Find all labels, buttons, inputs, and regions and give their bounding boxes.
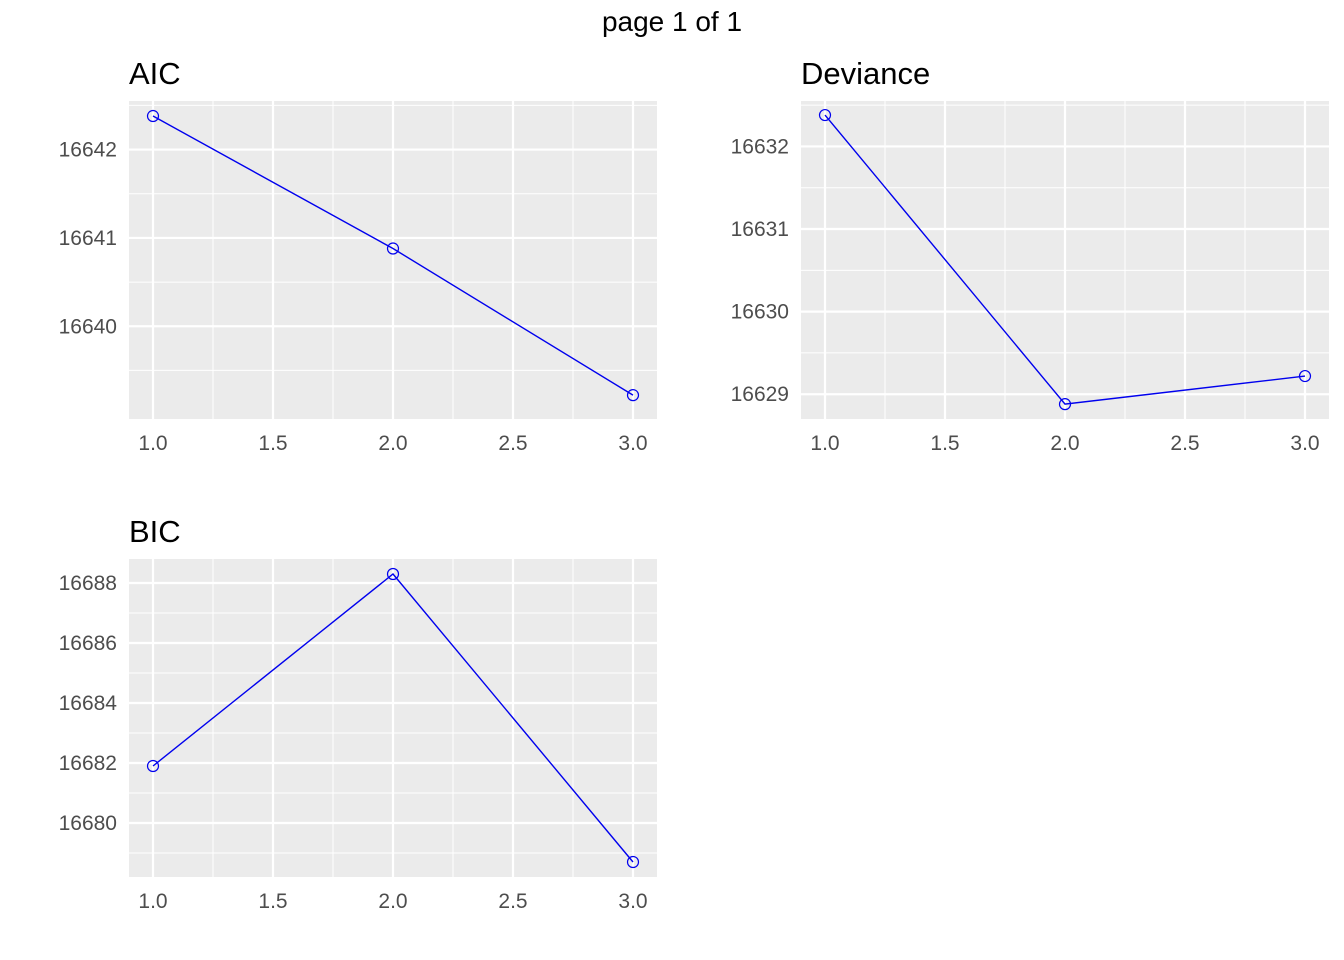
deviance-x-tick-label: 1.0	[810, 432, 839, 455]
deviance-series-line	[824, 114, 1306, 405]
bic-x-tick-label: 1.5	[258, 890, 287, 913]
deviance-x-tick-label: 3.0	[1290, 432, 1319, 455]
deviance-y-tick-label: 16630	[731, 301, 789, 324]
deviance-data-point	[818, 108, 832, 122]
aic-title: AIC	[129, 56, 181, 91]
bic-x-tick-label: 2.5	[498, 890, 527, 913]
aic-panel: AIC 1.0 1.5 2.0 2.5 3.0 16640 16641 16642	[59, 56, 657, 455]
bic-x-tick-label: 1.0	[138, 890, 167, 913]
bic-x-tick-label: 2.0	[378, 890, 407, 913]
bic-y-tick-label: 16688	[59, 572, 117, 595]
deviance-x-tick-label: 2.5	[1170, 432, 1199, 455]
bic-series-line	[152, 573, 634, 863]
deviance-title: Deviance	[801, 56, 930, 91]
bic-data-point	[146, 759, 160, 773]
bic-panel: BIC 1.0 1.5 2.0 2.5 3.0 16680 16682 16684 16686 16…	[59, 514, 657, 913]
deviance-y-tick-label: 16631	[731, 218, 789, 241]
bic-x-tick-label: 3.0	[618, 890, 647, 913]
aic-data-point	[386, 242, 400, 255]
deviance-panel: Deviance 1.0 1.5 2.0 2.5 3.0 16629 16630 16631 16…	[731, 56, 1329, 455]
bic-title: BIC	[129, 514, 181, 549]
aic-y-tick-label: 16640	[59, 315, 117, 338]
deviance-x-tick-label: 1.5	[930, 432, 959, 455]
bic-y-tick-label: 16684	[59, 692, 118, 715]
bic-data-point	[626, 855, 640, 869]
bic-data-point	[386, 567, 400, 581]
bic-y-tick-label: 16680	[59, 812, 117, 835]
page-indicator: page 1 of 1	[601, 6, 743, 37]
aic-x-tick-label: 2.5	[498, 432, 527, 455]
aic-x-tick-label: 1.0	[138, 432, 167, 455]
aic-x-tick-label: 2.0	[378, 432, 407, 455]
aic-y-tick-label: 16642	[59, 139, 117, 162]
bic-y-tick-label: 16682	[59, 752, 117, 775]
aic-data-point	[146, 109, 160, 123]
bic-y-tick-label: 16686	[59, 632, 117, 655]
deviance-x-tick-label: 2.0	[1050, 432, 1079, 455]
deviance-y-tick-label: 16629	[731, 383, 789, 406]
aic-x-tick-label: 1.5	[258, 432, 287, 455]
deviance-data-point	[1058, 398, 1072, 411]
deviance-data-point	[1298, 369, 1312, 383]
aic-series-line	[152, 115, 634, 396]
deviance-y-tick-label: 16632	[731, 135, 789, 158]
aic-y-tick-label: 16641	[59, 227, 117, 250]
aic-data-point	[626, 389, 640, 402]
aic-x-tick-label: 3.0	[618, 432, 647, 455]
